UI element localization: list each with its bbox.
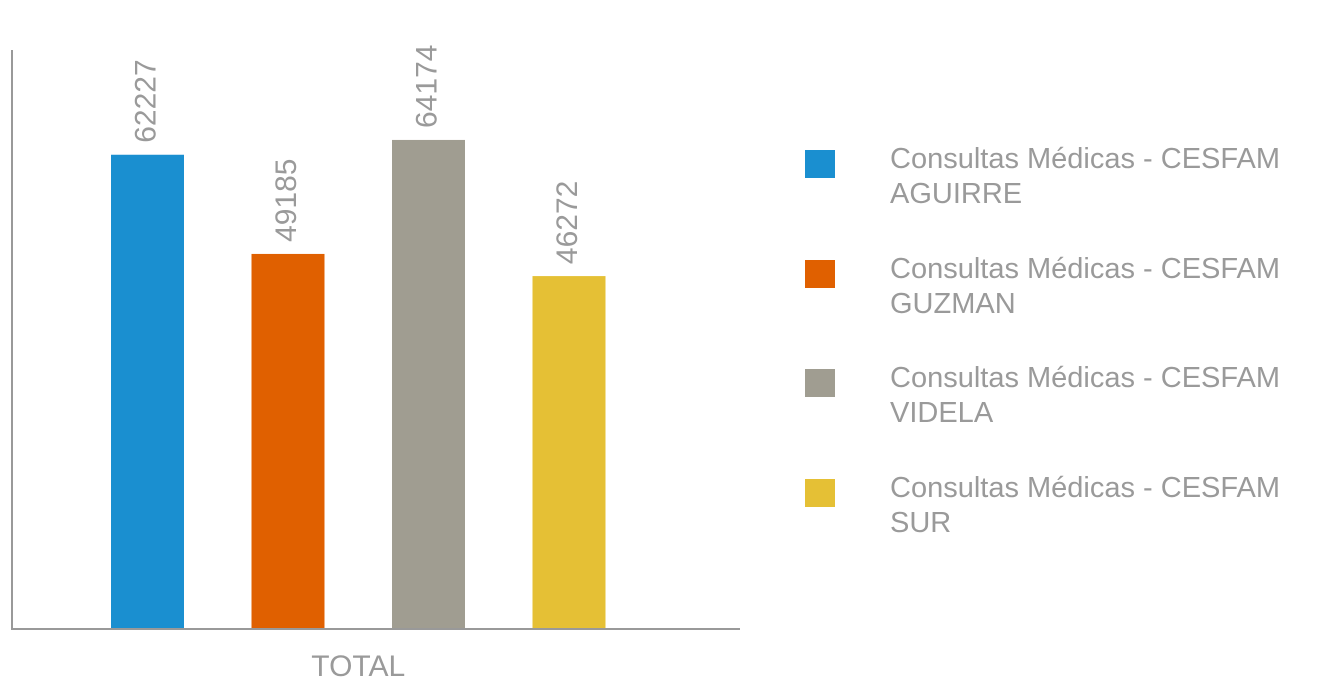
bar bbox=[392, 139, 465, 629]
legend-swatch bbox=[805, 479, 835, 508]
bar bbox=[251, 253, 325, 629]
value-label: 64174 bbox=[410, 45, 443, 128]
legend-swatch bbox=[805, 259, 835, 288]
value-label: 62227 bbox=[129, 59, 162, 142]
bar bbox=[111, 154, 184, 628]
legend-label: Consultas Médicas - CESFAM SUR bbox=[890, 472, 1281, 540]
legend-label: Consultas Médicas - CESFAM AGUIRRE bbox=[890, 143, 1281, 210]
x-tick-label: TOTAL bbox=[311, 650, 405, 680]
legend-swatch bbox=[805, 150, 835, 178]
value-label: 49185 bbox=[270, 158, 303, 241]
legend-label: Consultas Médicas - CESFAM VIDELA bbox=[890, 362, 1281, 430]
value-label: 46272 bbox=[551, 181, 584, 264]
bar bbox=[532, 276, 606, 628]
legend-swatch bbox=[805, 369, 835, 398]
legend-label: Consultas Médicas - CESFAM GUZMAN bbox=[890, 252, 1281, 320]
